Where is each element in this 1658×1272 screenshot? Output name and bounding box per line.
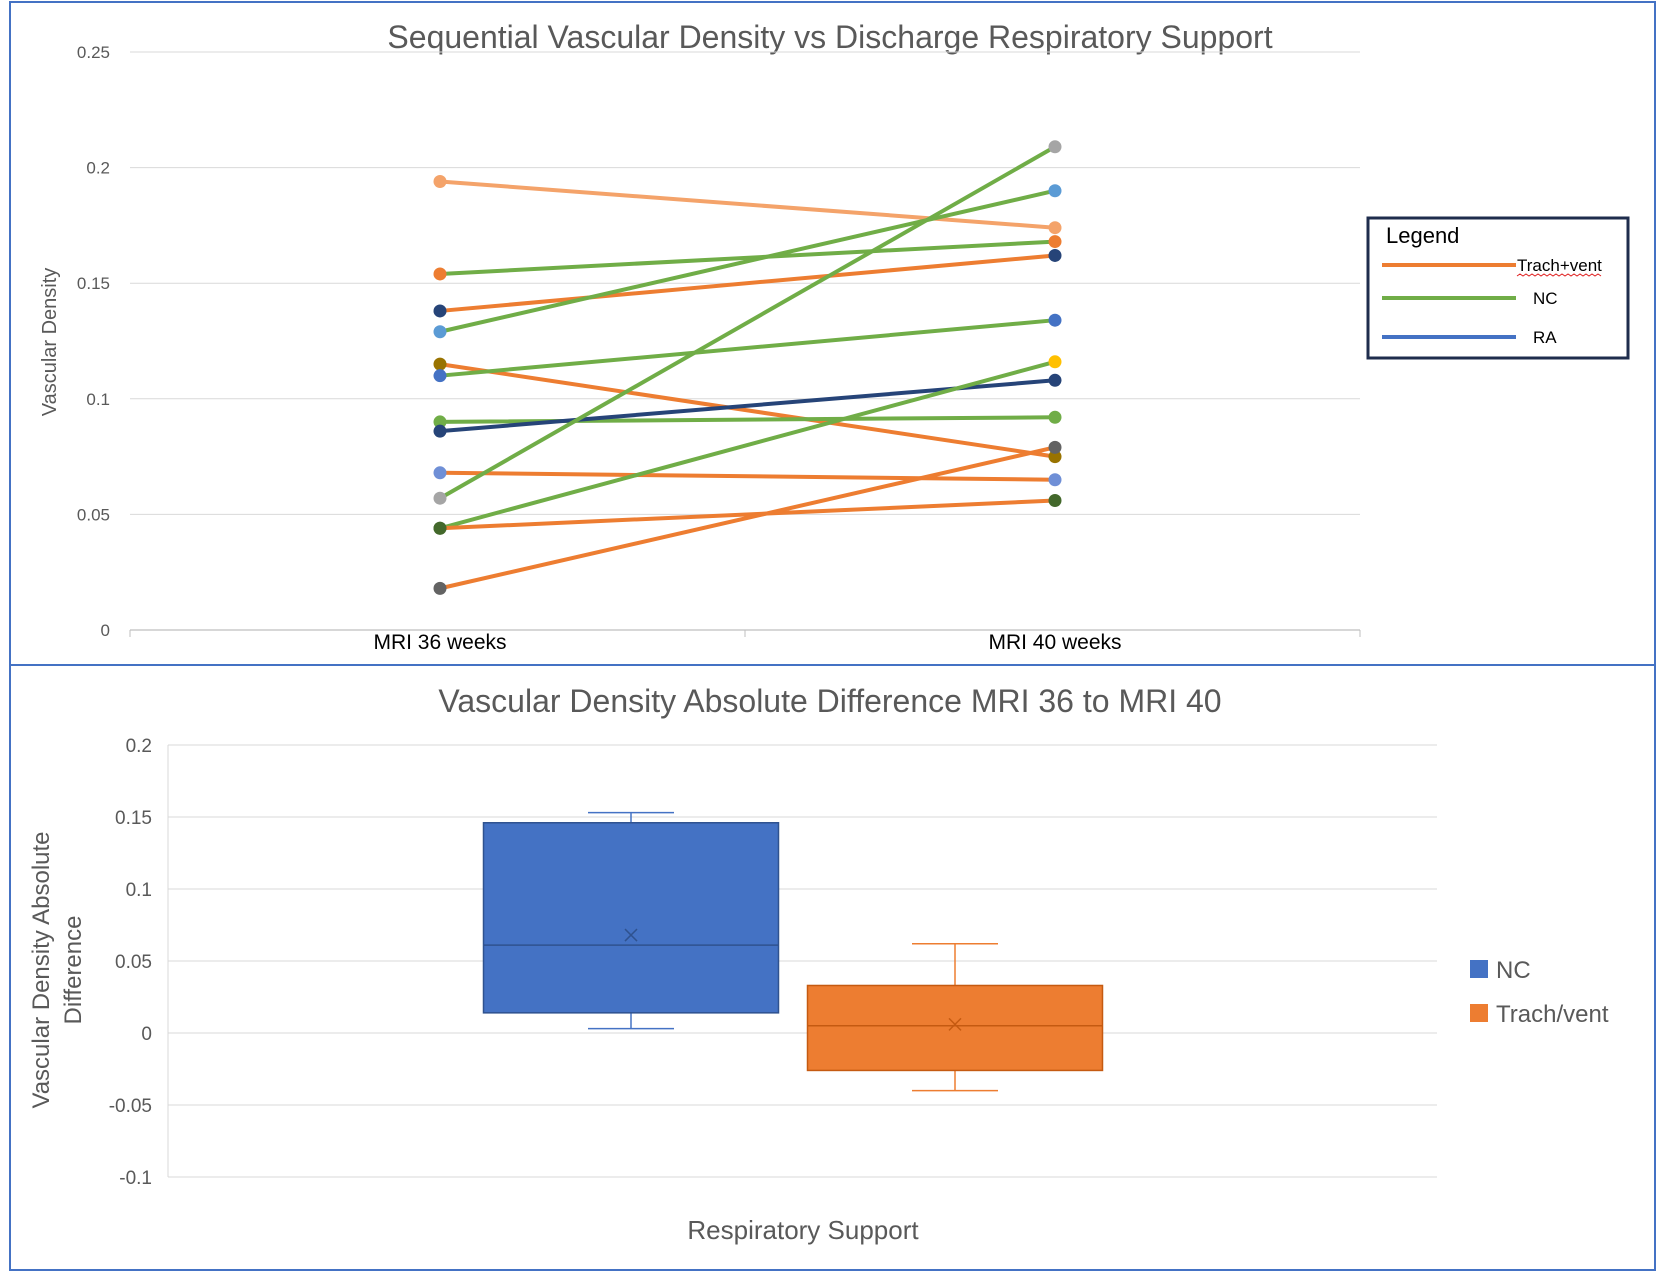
box-chart-y-ticks: -0.1 -0.05 0 0.05 0.1 0.15 0.2 <box>109 736 152 1189</box>
y-tick-label: 0.15 <box>115 808 152 829</box>
legend-label-ra: RA <box>1533 328 1557 347</box>
data-point <box>433 267 447 281</box>
data-point <box>1048 410 1062 424</box>
y-tick-label: 0 <box>141 1024 152 1045</box>
data-point <box>433 369 447 383</box>
series-line <box>438 239 1057 276</box>
spellcheck-underline <box>1516 273 1602 277</box>
data-point <box>433 325 447 339</box>
legend-label-trach-vent-box: Trach/vent <box>1496 1001 1609 1028</box>
data-point <box>1048 473 1062 487</box>
data-point <box>1048 494 1062 508</box>
data-point <box>1048 248 1062 262</box>
data-point <box>433 466 447 480</box>
line-chart-gridlines <box>129 51 1361 637</box>
data-point <box>433 491 447 505</box>
y-tick-label: 0.1 <box>86 390 110 409</box>
box-chart-title: Vascular Density Absolute Difference MRI… <box>438 683 1221 719</box>
data-point <box>433 415 447 429</box>
y-tick-label: -0.05 <box>109 1096 152 1117</box>
series-line <box>438 179 1057 230</box>
y-tick-label: 0.25 <box>77 43 110 62</box>
box-chart-ylabel-line2: Difference <box>60 916 87 1025</box>
mean-marker <box>948 1017 962 1031</box>
line-chart-legend: Legend Trach+vent NC RA <box>1366 216 1630 360</box>
series-line <box>438 470 1057 482</box>
data-point <box>433 174 447 188</box>
series-line <box>438 445 1057 591</box>
data-point <box>1048 184 1062 198</box>
y-tick-label: 0.05 <box>115 952 152 973</box>
data-point <box>433 357 447 371</box>
line-chart-ylabel: Vascular Density <box>39 268 61 417</box>
data-point <box>433 424 447 438</box>
data-point <box>1048 355 1062 369</box>
box-chart-ylabel-line1: Vascular Density Absolute <box>28 831 55 1108</box>
series-line <box>438 498 1057 531</box>
data-point <box>1048 373 1062 387</box>
x-tick-label: MRI 40 weeks <box>988 631 1121 654</box>
data-point <box>1048 235 1062 249</box>
data-point <box>433 304 447 318</box>
legend-label-nc: NC <box>1533 289 1558 308</box>
legend-swatch-nc-box <box>1470 960 1488 978</box>
y-tick-label: 0.05 <box>77 505 110 524</box>
iqr-box <box>482 822 780 1014</box>
box-chart-gridlines <box>167 744 1437 1178</box>
iqr-box <box>806 984 1104 1072</box>
line-chart-x-ticks: MRI 36 weeks MRI 40 weeks <box>373 631 1121 654</box>
series-line <box>438 362 1057 459</box>
y-tick-label: -0.1 <box>119 1168 152 1189</box>
data-point <box>433 581 447 595</box>
data-point <box>1048 440 1062 454</box>
line-chart-series <box>433 140 1062 595</box>
y-tick-label: 0.1 <box>126 880 152 901</box>
y-tick-label: 0.2 <box>86 159 110 178</box>
x-tick-label: MRI 36 weeks <box>373 631 506 654</box>
series-line <box>438 188 1057 334</box>
box-chart-xlabel: Respiratory Support <box>687 1215 919 1245</box>
legend-label-nc-box: NC <box>1496 957 1531 984</box>
y-tick-label: 0.2 <box>126 736 152 757</box>
legend-swatch-trach-vent-box <box>1470 1004 1488 1022</box>
line-chart-title: Sequential Vascular Density vs Discharge… <box>387 19 1272 55</box>
series-line <box>438 318 1057 378</box>
data-point <box>433 521 447 535</box>
data-point <box>1048 221 1062 235</box>
line-chart-y-ticks: 0 0.05 0.1 0.15 0.2 0.25 <box>77 43 110 640</box>
legend-box <box>1366 216 1630 360</box>
box-chart-legend: NC Trach/vent <box>1470 957 1609 1028</box>
data-point <box>1048 313 1062 327</box>
legend-title: Legend <box>1386 223 1459 248</box>
y-tick-label: 0 <box>101 621 110 640</box>
box-chart-boxes <box>482 811 1104 1092</box>
y-tick-label: 0.15 <box>77 274 110 293</box>
series-line <box>438 253 1057 313</box>
series-line <box>438 144 1057 501</box>
bottom-panel-frame <box>9 664 1656 1271</box>
legend-label-trach-vent: Trach+vent <box>1517 256 1602 275</box>
mean-marker <box>624 928 638 942</box>
series-line <box>438 359 1057 531</box>
data-point <box>1048 450 1062 464</box>
data-point <box>1048 140 1062 154</box>
